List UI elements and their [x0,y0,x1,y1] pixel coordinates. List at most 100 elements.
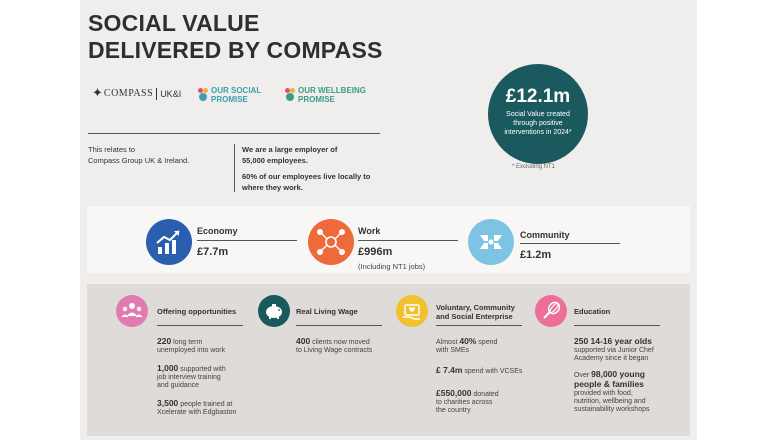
compass-logo: ✦ COMPASS UK&I [92,86,181,101]
relates-line-1: This relates to [88,145,136,154]
education-item-1: 250 14-16 year olds supported via Junior … [574,337,654,363]
voluntary-item-3-num: £550,000 [436,388,472,398]
category-work-value: £996m [358,246,393,258]
education-item-2-l4: sustainability workshops [574,406,650,413]
offering-item-1: 220 long term unemployed into work [157,337,225,355]
offering-item-2-l1: supported with [178,366,226,373]
detail-band [87,284,690,436]
wage-item-1: 400 clients now moved to Living Wage cont… [296,337,372,355]
title-line-2: DELIVERED BY COMPASS [88,37,383,63]
our-wellbeing-promise-logo: OUR WELLBEING PROMISE [285,86,366,104]
voluntary-item-1-l1: spend [476,339,498,346]
headline-description: Social Value created through positive in… [488,110,588,137]
offering-item-3-num: 3,500 [157,398,179,408]
employer-line-1: We are a large employer of [242,145,338,154]
work-divider [358,240,458,241]
offering-item-2-num: 1,000 [157,363,179,373]
intro-vertical-divider [234,144,235,192]
intro-divider [88,133,380,134]
local-line-1: 60% of our employees live locally to [242,172,371,181]
education-item-2-pre: Over [574,372,592,379]
education-title: Education [574,307,611,316]
voluntary-item-3-l2: to charities across [436,399,493,406]
headline-amount: £12.1m [505,86,571,107]
osp-line-1: OUR SOCIAL [211,86,262,95]
wage-title: Real Living Wage [296,307,358,316]
voluntary-item-2: £ 7.4m spend with VCSEs [436,366,522,376]
community-divider [520,243,620,244]
education-item-2-l3: nutrition, wellbeing and [574,398,646,405]
offering-item-1-l1: long term [171,339,203,346]
education-item-2-l2: provided with food, [574,390,633,397]
voluntary-title-line-1: Voluntary, Community [436,303,515,312]
offering-item-3-l1: people trained at [178,401,233,408]
charity-hand-icon [396,295,428,327]
education-item-2-num: 98,000 young [591,369,645,379]
people-network-icon [308,219,354,265]
category-community-name: Community [520,230,570,240]
headline-line-1: Social Value created [506,111,570,118]
owp-line-1: OUR WELLBEING [298,86,366,95]
relates-text: This relates to Compass Group UK & Irela… [88,144,218,166]
wage-divider [296,325,382,326]
offering-title: Offering opportunities [157,307,237,316]
wage-item-1-l1: clients now moved [310,339,370,346]
education-item-1-l2: supported via Junior Chef [574,347,654,354]
piggy-bank-icon [258,295,290,327]
category-economy-name: Economy [197,226,238,236]
offering-item-2-l3: and guidance [157,382,200,389]
education-item-2: Over 98,000 young people & families provid… [574,370,649,414]
offering-item-3-l2: Xcelerate with Edgbaston [157,409,237,416]
voluntary-item-1-pre: Almost [436,339,460,346]
compass-logo-word: COMPASS [103,88,154,99]
offering-item-3: 3,500 people trained at Xcelerate with Ed… [157,399,236,417]
voluntary-divider [436,325,522,326]
voluntary-item-2-l1: spend with VCSEs [462,368,523,375]
category-community-value: £1.2m [520,249,552,261]
whisk-icon [535,295,567,327]
voluntary-item-1: Almost 40% spend with SMEs [436,337,497,355]
logo-divider [156,87,158,100]
education-item-1-num: 250 14-16 year olds [574,336,652,346]
voluntary-item-3: £550,000 donated to charities across the c… [436,389,499,415]
page-title: SOCIAL VALUE DELIVERED BY COMPASS [88,10,383,64]
relates-line-2: Compass Group UK & Ireland. [88,156,190,165]
offering-item-1-num: 220 [157,336,172,346]
owp-line-2: PROMISE [298,95,335,104]
offering-item-2-l2: job interview training [157,374,221,381]
promise-dots-icon [198,88,208,102]
voluntary-title-line-2: and Social Enterprise [436,312,513,321]
voluntary-item-3-l3: the country [436,407,471,414]
voluntary-title: Voluntary, Community and Social Enterpri… [436,303,515,321]
economy-divider [197,240,297,241]
voluntary-item-2-num: £ 7.4m [436,365,463,375]
headline-value-circle: £12.1m Social Value created through posi… [488,64,588,164]
education-item-2-num2: people & families [574,379,644,389]
group-people-icon [116,295,148,327]
voluntary-item-3-l1: donated [471,391,499,398]
wage-item-1-l2: to Living Wage contracts [296,347,373,354]
compass-mark-icon: ✦ [92,86,103,101]
wage-item-1-num: 400 [296,336,311,346]
category-work-name: Work [358,226,381,236]
osp-line-2: PROMISE [211,95,248,104]
employer-text: We are a large employer of 55,000 employe… [242,144,382,193]
education-item-1-l3: Academy since it began [574,355,649,362]
category-work-note: (Including NT1 jobs) [358,262,426,271]
education-divider [574,325,660,326]
category-economy-value: £7.7m [197,246,229,258]
offering-divider [157,325,243,326]
offering-item-1-l2: unemployed into work [157,347,226,354]
offering-item-2: 1,000 supported with job interview traini… [157,364,226,390]
our-social-promise-logo: OUR SOCIAL PROMISE [198,86,261,104]
headline-line-3: interventions in 2024* [504,129,572,136]
local-line-2: where they work. [242,183,303,192]
voluntary-item-1-l2: with SMEs [436,347,470,354]
infographic-page: SOCIAL VALUE DELIVERED BY COMPASS ✦ COMP… [80,0,697,440]
chart-growth-icon [146,219,192,265]
employer-line-2: 55,000 employees. [242,156,308,165]
headline-footnote: * Excluding NT1 [512,164,556,170]
title-line-1: SOCIAL VALUE [88,10,260,36]
headline-line-2: through positive [513,120,563,127]
hands-together-icon [468,219,514,265]
